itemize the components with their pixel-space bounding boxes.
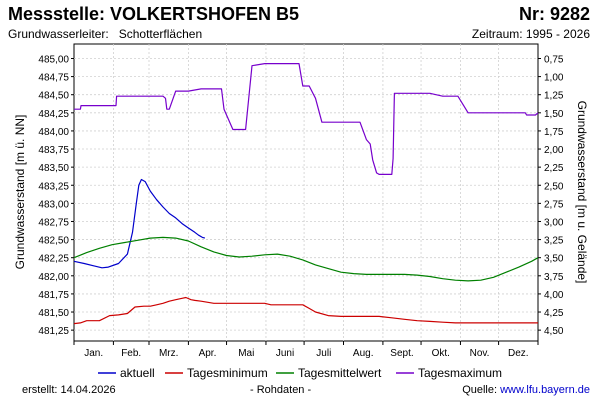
month-label: Dez.	[508, 348, 529, 359]
ytick-label-left: 481,50	[38, 308, 69, 319]
series	[73, 62, 539, 325]
source-link[interactable]: www.lfu.bayern.de	[500, 384, 590, 396]
ytick-label-right: 2,00	[544, 145, 564, 156]
series-line-aktuell	[73, 178, 206, 269]
ytick-label-right: 3,00	[544, 217, 564, 228]
month-label: Apr.	[199, 348, 217, 359]
ytick-label-left: 484,75	[38, 73, 69, 84]
series-line-tagesminimum	[73, 296, 538, 325]
ytick-label-right: 0,75	[544, 54, 564, 65]
station-number: Nr: 9282	[518, 4, 590, 24]
ytick-label-left: 482,25	[38, 254, 69, 265]
ytick-label-right: 1,50	[544, 109, 564, 120]
month-label: Mrz.	[159, 348, 178, 359]
aquifer-info: Grundwasserleiter: Schotterflächen	[8, 27, 202, 41]
ytick-label-right: 1,00	[544, 73, 564, 84]
ylabel-right: Grundwasserstand [m u. Gelände]	[575, 101, 589, 284]
plot-area	[73, 43, 539, 342]
ytick-label-right: 3,75	[544, 272, 564, 283]
legend-label: Tagesmaximum	[418, 366, 502, 380]
series-line-tagesmittelwert	[73, 236, 539, 282]
ylabel-left: Grundwasserstand [m ü. NN]	[13, 115, 27, 270]
ytick-label-left: 481,25	[38, 326, 69, 337]
month-label: Nov.	[470, 348, 490, 359]
month-label: Jan.	[84, 348, 103, 359]
created-date: erstellt: 14.04.2026	[22, 384, 116, 396]
ytick-label-left: 485,00	[38, 54, 69, 65]
ytick-label-left: 482,75	[38, 217, 69, 228]
ytick-label-right: 2,75	[544, 199, 564, 210]
ytick-label-right: 2,50	[544, 181, 564, 192]
series-line-tagesmaximum	[74, 62, 539, 175]
month-label: Feb.	[121, 348, 141, 359]
month-label: Sept.	[390, 348, 413, 359]
ytick-label-right: 4,25	[544, 308, 564, 319]
ytick-label-left: 484,00	[38, 127, 69, 138]
ytick-label-right: 2,25	[544, 163, 564, 174]
month-label: Aug.	[353, 348, 374, 359]
ytick-label-right: 4,50	[544, 326, 564, 337]
axes: 485,00 0,75 484,75 1,00 484,50 1,25 484,25 1,50…	[38, 54, 563, 359]
month-label: Juli	[316, 348, 331, 359]
ytick-label-left: 484,50	[38, 91, 69, 102]
ytick-label-left: 483,50	[38, 163, 69, 174]
ytick-label-left: 483,75	[38, 145, 69, 156]
source-label: Quelle:	[462, 384, 501, 396]
month-label: Mai	[238, 348, 254, 359]
ytick-label-right: 1,75	[544, 127, 564, 138]
legend-label: Tagesmittelwert	[298, 366, 382, 380]
ytick-label-left: 482,00	[38, 272, 69, 283]
raw-data-note: - Rohdaten -	[250, 384, 312, 396]
month-label: Okt.	[432, 348, 450, 359]
ytick-label-right: 1,25	[544, 91, 564, 102]
ytick-label-left: 484,25	[38, 109, 69, 120]
ytick-label-right: 3,25	[544, 236, 564, 247]
ytick-label-left: 481,75	[38, 290, 69, 301]
period-info: Zeitraum: 1995 - 2026	[471, 27, 590, 41]
ytick-label-left: 482,50	[38, 236, 69, 247]
station-title: Messstelle: VOLKERTSHOFEN B5	[8, 4, 300, 24]
ytick-label-right: 4,00	[544, 290, 564, 301]
legend-label: aktuell	[120, 366, 155, 380]
aquifer-label: Grundwasserleiter:	[8, 27, 109, 41]
month-label: Juni	[276, 348, 294, 359]
ytick-label-right: 3,50	[544, 254, 564, 265]
legend-label: Tagesminimum	[187, 366, 268, 380]
aquifer-value: Schotterflächen	[118, 27, 203, 41]
ytick-label-left: 483,25	[38, 181, 69, 192]
source-info: Quelle: www.lfu.bayern.de	[462, 384, 590, 396]
legend: aktuell Tagesminimum Tagesmittelwert Tagesm…	[98, 366, 502, 380]
ytick-label-left: 483,00	[38, 199, 69, 210]
